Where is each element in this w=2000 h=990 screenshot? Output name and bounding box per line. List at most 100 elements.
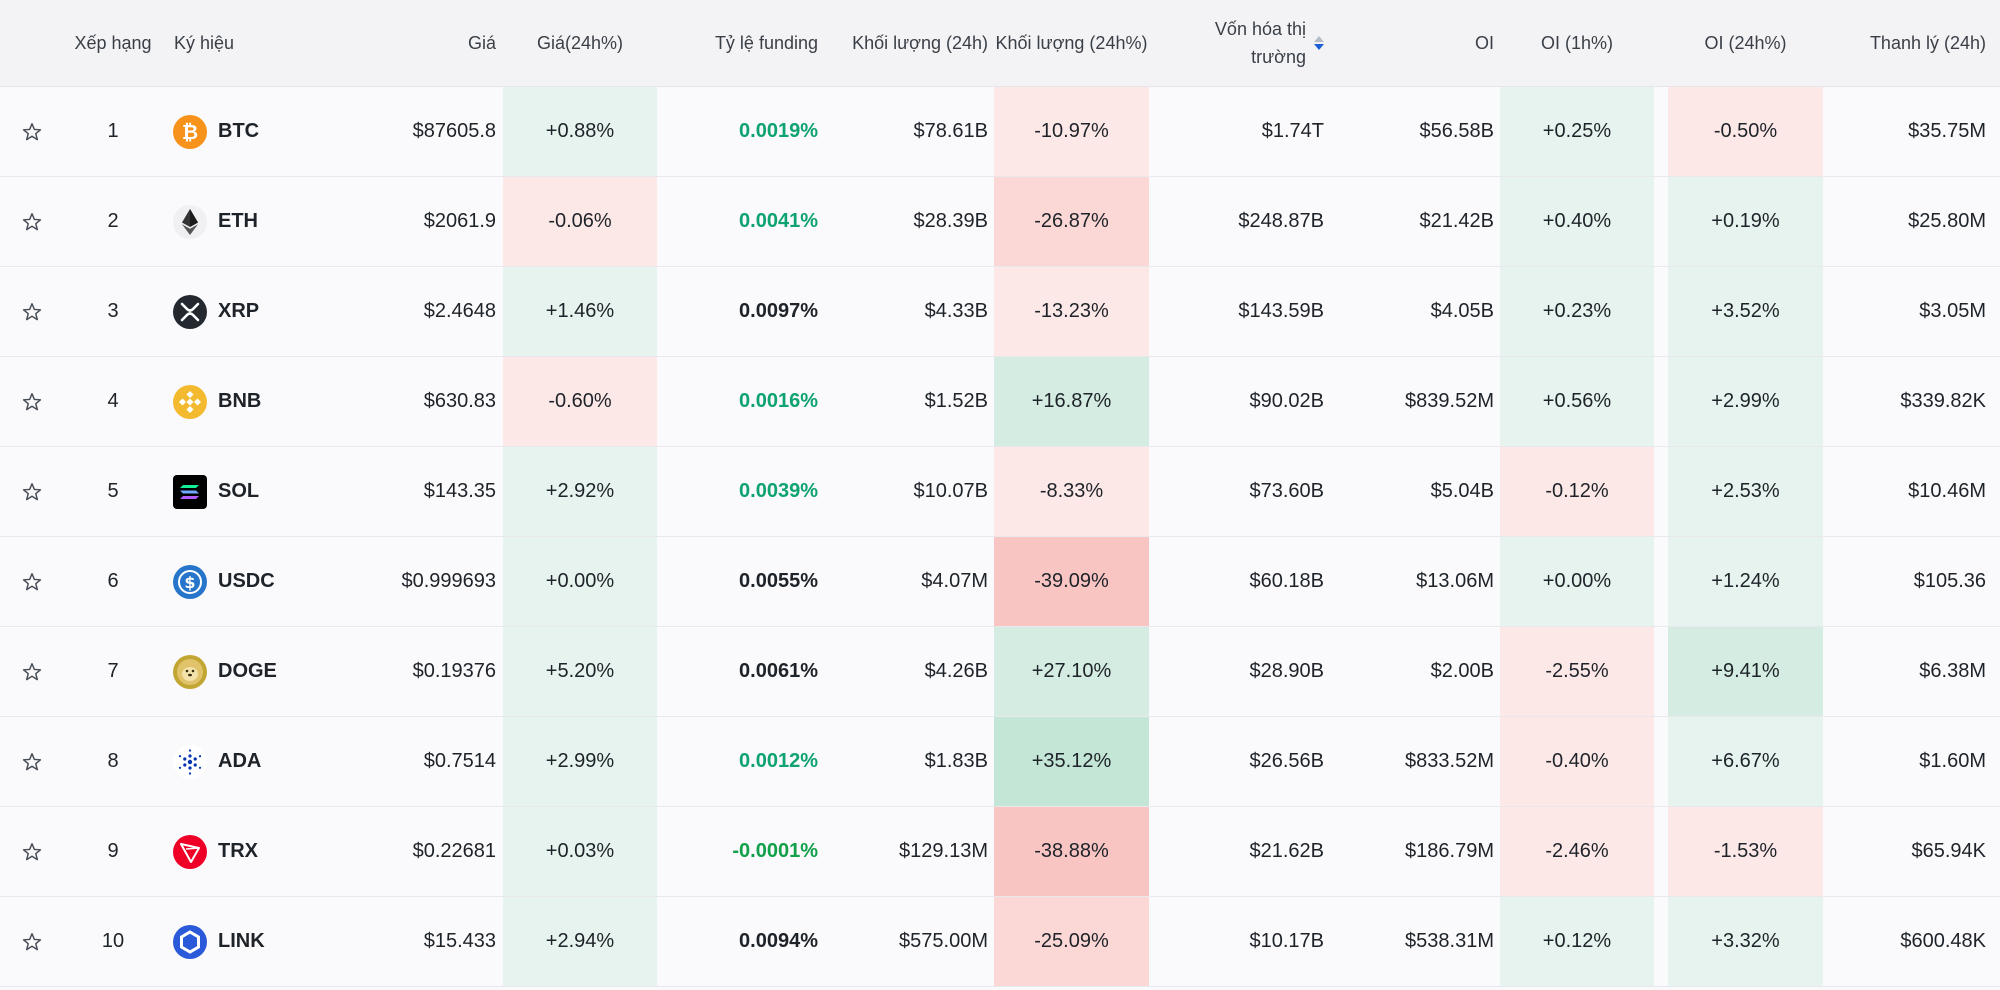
table-row[interactable]: 8 ADA $0.7514 +2.99% 0.0012% $1.83B +35.12% $26… bbox=[0, 717, 2000, 807]
symbol-cell[interactable]: $ USDC bbox=[172, 537, 352, 626]
table-row[interactable]: 5 SOL $143.35 +2.92% 0.0039% $10.07B -8.33% $73… bbox=[0, 447, 2000, 537]
table-row[interactable]: 6 $ USDC $0.999693 +0.00% 0.0055% $4.07M -39.09… bbox=[0, 537, 2000, 627]
table-row[interactable]: 9 TRX $0.22681 +0.03% -0.0001% $129.13M -38.88… bbox=[0, 807, 2000, 897]
symbol-cell[interactable]: TRX bbox=[172, 807, 352, 896]
market-cap-value: $21.62B bbox=[1249, 840, 1324, 862]
header-funding-rate[interactable]: Tỷ lệ funding bbox=[714, 32, 818, 53]
symbol-cell[interactable]: DOGE bbox=[172, 627, 352, 716]
sort-descending-icon[interactable] bbox=[1314, 36, 1324, 50]
volume-change-value: -38.88% bbox=[994, 807, 1149, 896]
symbol-cell[interactable]: ETH bbox=[172, 177, 352, 266]
table-row[interactable]: 10 LINK $15.433 +2.94% 0.0094% $575.00M -25.09… bbox=[0, 897, 2000, 987]
header-oi-24h[interactable]: OI (24h%) bbox=[1704, 32, 1787, 53]
bitcoin-icon: ₿ bbox=[172, 114, 208, 150]
table-row[interactable]: 4 BNB $630.83 -0.60% 0.0016% $1.52B +16.87% $90… bbox=[0, 357, 2000, 447]
funding-rate-value: 0.0039% bbox=[739, 480, 818, 502]
table-body: 1 ₿ BTC $87605.8 +0.88% 0.0019% $78.61B -10.97%… bbox=[0, 87, 2000, 987]
header-volume-change[interactable]: Khối lượng (24h%) bbox=[995, 32, 1148, 53]
rank-value: 5 bbox=[107, 480, 119, 502]
symbol-label: ADA bbox=[218, 750, 262, 772]
favorite-star-icon[interactable] bbox=[14, 717, 50, 806]
open-interest-value: $186.79M bbox=[1405, 840, 1494, 862]
oi-24h-change-value: +1.24% bbox=[1668, 537, 1823, 626]
header-price[interactable]: Giá bbox=[467, 32, 496, 53]
liquidation-value: $65.94K bbox=[1911, 840, 1986, 862]
header-market-cap-label: Vốn hóa thị trường bbox=[1196, 15, 1306, 71]
open-interest-value: $5.04B bbox=[1430, 480, 1494, 502]
funding-rate-value: 0.0061% bbox=[739, 660, 818, 682]
price-change-value: +2.94% bbox=[503, 897, 657, 986]
volume-value: $4.26B bbox=[924, 660, 988, 682]
table-row[interactable]: 7 DOGE $0.19376 +5.20% 0.0061% $4.26B +27.10% $… bbox=[0, 627, 2000, 717]
symbol-label: DOGE bbox=[218, 660, 277, 682]
oi-1h-change-value: -2.55% bbox=[1500, 627, 1654, 716]
volume-value: $4.07M bbox=[921, 570, 988, 592]
oi-1h-change-value: +0.12% bbox=[1500, 897, 1654, 986]
volume-value: $4.33B bbox=[924, 300, 988, 322]
oi-24h-change-value: +2.99% bbox=[1668, 357, 1823, 446]
symbol-cell[interactable]: ₿ BTC bbox=[172, 87, 352, 176]
header-rank[interactable]: Xếp hạng bbox=[74, 32, 152, 53]
favorite-star-icon[interactable] bbox=[14, 177, 50, 266]
symbol-cell[interactable]: LINK bbox=[172, 897, 352, 986]
symbol-label: SOL bbox=[218, 480, 260, 502]
table-row[interactable]: 3 XRP $2.4648 +1.46% 0.0097% $4.33B -13.23% $14… bbox=[0, 267, 2000, 357]
symbol-cell[interactable]: SOL bbox=[172, 447, 352, 536]
funding-rate-value: 0.0094% bbox=[739, 930, 818, 952]
price-change-value: +2.92% bbox=[503, 447, 657, 536]
favorite-star-icon[interactable] bbox=[14, 807, 50, 896]
open-interest-value: $13.06M bbox=[1416, 570, 1494, 592]
market-cap-label-line1: Vốn hóa thị bbox=[1214, 19, 1306, 39]
symbol-label: TRX bbox=[218, 840, 258, 862]
dogecoin-icon bbox=[172, 654, 208, 690]
favorite-star-icon[interactable] bbox=[14, 537, 50, 626]
header-market-cap[interactable]: Vốn hóa thị trường bbox=[1150, 0, 1324, 86]
usdc-icon: $ bbox=[172, 564, 208, 600]
price-value: $0.7514 bbox=[423, 750, 496, 772]
header-price-change[interactable]: Giá(24h%) bbox=[536, 32, 624, 53]
volume-change-value: +27.10% bbox=[994, 627, 1149, 716]
volume-value: $129.13M bbox=[899, 840, 988, 862]
favorite-star-icon[interactable] bbox=[14, 447, 50, 536]
header-liquidation[interactable]: Thanh lý (24h) bbox=[1869, 32, 1986, 53]
price-value: $0.22681 bbox=[412, 840, 496, 862]
table-row[interactable]: 1 ₿ BTC $87605.8 +0.88% 0.0019% $78.61B -10.97%… bbox=[0, 87, 2000, 177]
price-change-value: +0.88% bbox=[503, 87, 657, 176]
header-symbol[interactable]: Ký hiệu bbox=[174, 32, 235, 53]
rank-value: 2 bbox=[107, 210, 119, 232]
oi-24h-change-value: +6.67% bbox=[1668, 717, 1823, 806]
favorite-star-icon[interactable] bbox=[14, 87, 50, 176]
open-interest-value: $2.00B bbox=[1430, 660, 1494, 682]
open-interest-value: $538.31M bbox=[1405, 930, 1494, 952]
liquidation-value: $1.60M bbox=[1919, 750, 1986, 772]
funding-rate-value: 0.0097% bbox=[739, 300, 818, 322]
symbol-cell[interactable]: BNB bbox=[172, 357, 352, 446]
liquidation-value: $339.82K bbox=[1900, 390, 1986, 412]
market-cap-value: $73.60B bbox=[1249, 480, 1324, 502]
open-interest-value: $21.42B bbox=[1419, 210, 1494, 232]
market-cap-value: $1.74T bbox=[1261, 120, 1324, 142]
oi-1h-change-value: +0.25% bbox=[1500, 87, 1654, 176]
open-interest-value: $839.52M bbox=[1405, 390, 1494, 412]
header-oi-1h[interactable]: OI (1h%) bbox=[1540, 32, 1614, 53]
open-interest-value: $4.05B bbox=[1430, 300, 1494, 322]
rank-value: 10 bbox=[101, 930, 125, 952]
open-interest-value: $833.52M bbox=[1405, 750, 1494, 772]
favorite-star-icon[interactable] bbox=[14, 267, 50, 356]
symbol-cell[interactable]: ADA bbox=[172, 717, 352, 806]
favorite-star-icon[interactable] bbox=[14, 897, 50, 986]
rank-value: 7 bbox=[107, 660, 119, 682]
oi-1h-change-value: +0.40% bbox=[1500, 177, 1654, 266]
svg-text:$: $ bbox=[184, 573, 195, 592]
header-oi[interactable]: OI bbox=[1474, 32, 1494, 53]
oi-1h-change-value: +0.56% bbox=[1500, 357, 1654, 446]
market-cap-label-line2: trường bbox=[1251, 47, 1306, 67]
table-row[interactable]: 2 ETH $2061.9 -0.06% 0.0041% $28.39B -26.87% $2… bbox=[0, 177, 2000, 267]
favorite-star-icon[interactable] bbox=[14, 627, 50, 716]
header-volume[interactable]: Khối lượng (24h) bbox=[852, 32, 988, 53]
symbol-cell[interactable]: XRP bbox=[172, 267, 352, 356]
price-change-value: +2.99% bbox=[503, 717, 657, 806]
rank-value: 3 bbox=[107, 300, 119, 322]
favorite-star-icon[interactable] bbox=[14, 357, 50, 446]
